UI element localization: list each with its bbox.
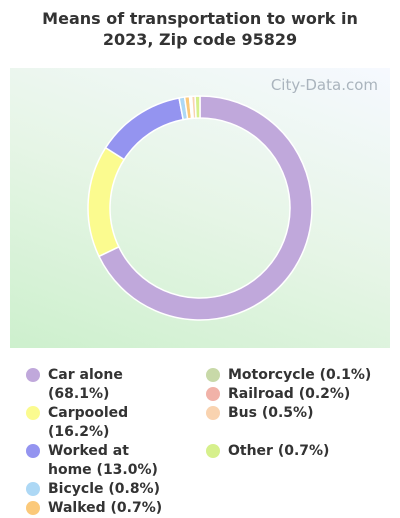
- legend-item: Car alone (68.1%): [26, 366, 186, 404]
- legend-item: Other (0.7%): [206, 442, 386, 461]
- legend-column: Car alone (68.1%) Carpooled (16.2%) Worked…: [26, 366, 186, 518]
- legend-item: Bicycle (0.8%): [26, 480, 186, 499]
- legend-item: Motorcycle (0.1%): [206, 366, 386, 385]
- legend-swatch: [206, 387, 220, 401]
- legend-swatch: [26, 444, 40, 458]
- legend-swatch: [26, 482, 40, 496]
- page: Means of transportation to work in 2023,…: [10, 9, 390, 516]
- legend-swatch: [206, 444, 220, 458]
- legend-item: Carpooled (16.2%): [26, 404, 186, 442]
- legend-label: Bus (0.5%): [228, 405, 314, 421]
- watermark: City-Data.com: [270, 76, 378, 94]
- legend-label: Walked (0.7%): [48, 500, 163, 516]
- legend-swatch: [26, 406, 40, 420]
- legend-column: Motorcycle (0.1%) Railroad (0.2%) Bus (0.5…: [206, 366, 386, 461]
- legend-label: Other (0.7%): [228, 443, 330, 459]
- legend-label: Railroad (0.2%): [228, 386, 351, 402]
- legend-item: Walked (0.7%): [26, 499, 186, 518]
- donut-chart: [87, 95, 313, 321]
- donut-slice: [194, 95, 201, 119]
- donut-slice: [87, 146, 126, 258]
- legend-label: Car alone (68.1%): [48, 367, 123, 402]
- legend-label: Bicycle (0.8%): [48, 481, 160, 497]
- donut-slice: [104, 97, 185, 161]
- plot-area: City-Data.com: [10, 68, 390, 348]
- donut-slice: [97, 95, 313, 321]
- legend-swatch: [26, 501, 40, 515]
- legend-label: Carpooled (16.2%): [48, 405, 129, 440]
- legend-label: Worked at home (13.0%): [48, 443, 158, 478]
- legend-swatch: [26, 368, 40, 382]
- legend-item: Worked at home (13.0%): [26, 442, 186, 480]
- legend-label: Motorcycle (0.1%): [228, 367, 372, 383]
- chart-title: Means of transportation to work in 2023,…: [42, 9, 358, 49]
- legend-swatch: [206, 368, 220, 382]
- legend-item: Bus (0.5%): [206, 404, 386, 423]
- legend-swatch: [206, 406, 220, 420]
- legend-item: Railroad (0.2%): [206, 385, 386, 404]
